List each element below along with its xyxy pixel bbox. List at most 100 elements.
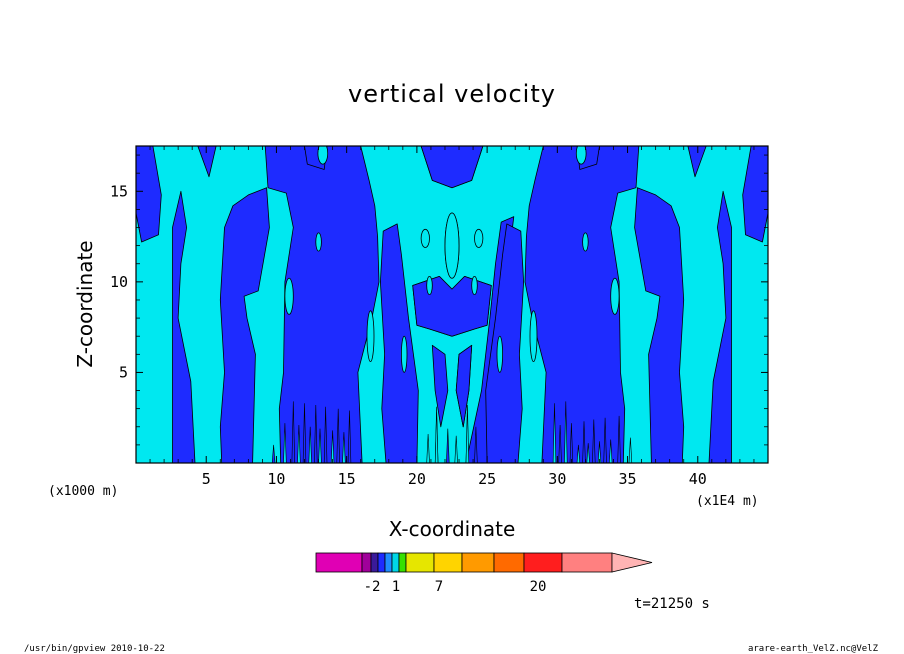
colorbar-labels: -2 1 7 20	[364, 579, 547, 595]
x-tick-label-0: 5	[202, 470, 211, 488]
colorbar-arrow	[611, 552, 653, 573]
colorbar-swatch-3	[377, 552, 386, 573]
x-tick-label-5: 30	[548, 470, 566, 488]
contour-spike-4	[302, 403, 307, 463]
contour-spike-24	[582, 421, 586, 463]
y-tick-label-2: 15	[110, 182, 128, 200]
plot-area	[136, 146, 768, 463]
positive-island-5	[426, 275, 433, 295]
contour-spike-25	[576, 444, 581, 463]
colorbar-label-1: 1	[392, 579, 400, 595]
negative-region-1	[172, 190, 196, 463]
contour-spike-2	[291, 401, 296, 463]
contour-spike-17	[628, 437, 633, 463]
contour-spike-29	[552, 403, 557, 463]
colorbar-swatch-11	[523, 552, 563, 573]
negative-region-16	[524, 146, 640, 463]
contour-spike-26	[569, 423, 574, 463]
contour-spike-22	[592, 419, 596, 463]
axis-ticks: 5 10 15 20 25 30 35 40 5 10 15	[110, 146, 768, 488]
positive-island-0	[317, 146, 329, 165]
positive-island-3	[284, 277, 294, 315]
positive-island-15	[496, 335, 503, 373]
contour-spike-21	[597, 441, 602, 463]
low-level-contour-spikes	[271, 401, 633, 463]
positive-island-9	[582, 232, 589, 252]
x-tick-label-2: 15	[338, 470, 356, 488]
positive-island-4	[420, 228, 430, 248]
contour-spike-27	[564, 401, 568, 463]
colorbar-swatch-5	[391, 552, 400, 573]
negative-region-20	[455, 344, 473, 428]
contour-spike-3	[297, 424, 301, 463]
negative-region-12	[742, 146, 768, 243]
contour-spike-33	[434, 406, 439, 463]
contour-spike-32	[446, 428, 450, 463]
negative-region-8	[431, 344, 449, 428]
time-label: t=21250 s	[634, 596, 710, 612]
contour-spike-28	[558, 424, 562, 463]
negative-region-6	[379, 223, 419, 463]
plot-frame	[135, 145, 769, 464]
negative-region-15	[687, 146, 707, 178]
positive-island-7	[401, 335, 408, 373]
negative-velocity-regions	[136, 146, 768, 463]
contour-spike-1	[283, 423, 287, 463]
positive-island-14	[444, 212, 460, 279]
colorbar-swatch-0	[315, 552, 363, 573]
colorbar-swatch-10	[493, 552, 525, 573]
colorbar-swatch-1	[361, 552, 372, 573]
positive-island-10	[529, 310, 538, 363]
contour-spike-13	[426, 433, 430, 463]
colorbar-swatch-2	[370, 552, 379, 573]
positive-island-8	[575, 146, 587, 165]
x-tick-label-7: 40	[689, 470, 707, 488]
positive-velocity-islands	[284, 146, 620, 373]
colorbar-label-2: 7	[435, 579, 443, 595]
contour-spike-0	[271, 444, 276, 463]
colorbar-label-3: 20	[530, 579, 547, 595]
x-axis-title: X-coordinate	[389, 517, 516, 541]
colorbar-swatch-4	[384, 552, 393, 573]
contour-spike-10	[336, 408, 340, 463]
positive-island-11	[610, 277, 620, 315]
y-tick-label-0: 5	[119, 363, 128, 381]
y-tick-label-1: 10	[110, 273, 128, 291]
contour-spike-18	[617, 415, 621, 463]
colorbar	[315, 552, 653, 573]
x-scale-label: (x1E4 m)	[696, 494, 759, 509]
contour-spike-11	[342, 432, 346, 463]
negative-region-0	[136, 146, 162, 243]
negative-region-18	[485, 223, 524, 463]
negative-region-21	[420, 146, 484, 189]
chart-title: vertical velocity	[348, 80, 556, 108]
contour-spike-7	[318, 428, 322, 463]
colorbar-label-0: -2	[364, 579, 381, 595]
contour-spike-30	[474, 426, 478, 463]
colorbar-swatch-7	[405, 552, 435, 573]
negative-region-2	[219, 187, 270, 463]
contour-spike-23	[586, 443, 590, 463]
negative-region-14	[634, 187, 685, 463]
negative-region-13	[708, 190, 732, 463]
positive-island-1	[315, 232, 322, 252]
contour-spike-31	[465, 404, 470, 463]
contour-spike-9	[330, 430, 335, 463]
contour-spike-19	[608, 439, 613, 463]
x-tick-label-1: 10	[267, 470, 285, 488]
contour-spike-6	[314, 404, 318, 463]
x-tick-label-3: 20	[408, 470, 426, 488]
y-axis-title: Z-coordinate	[73, 240, 97, 367]
contour-spike-12	[347, 410, 352, 463]
colorbar-swatch-8	[433, 552, 463, 573]
positive-island-12	[474, 228, 484, 248]
contour-spike-20	[603, 417, 607, 463]
footer-left: /usr/bin/gpview 2010-10-22	[24, 644, 165, 654]
positive-island-2	[366, 310, 375, 363]
x-tick-label-4: 25	[478, 470, 496, 488]
contour-spike-8	[323, 406, 328, 463]
colorbar-swatch-12	[561, 552, 613, 573]
footer-right: arare-earth_VelZ.nc@VelZ	[748, 644, 879, 654]
contour-spike-5	[308, 426, 312, 463]
